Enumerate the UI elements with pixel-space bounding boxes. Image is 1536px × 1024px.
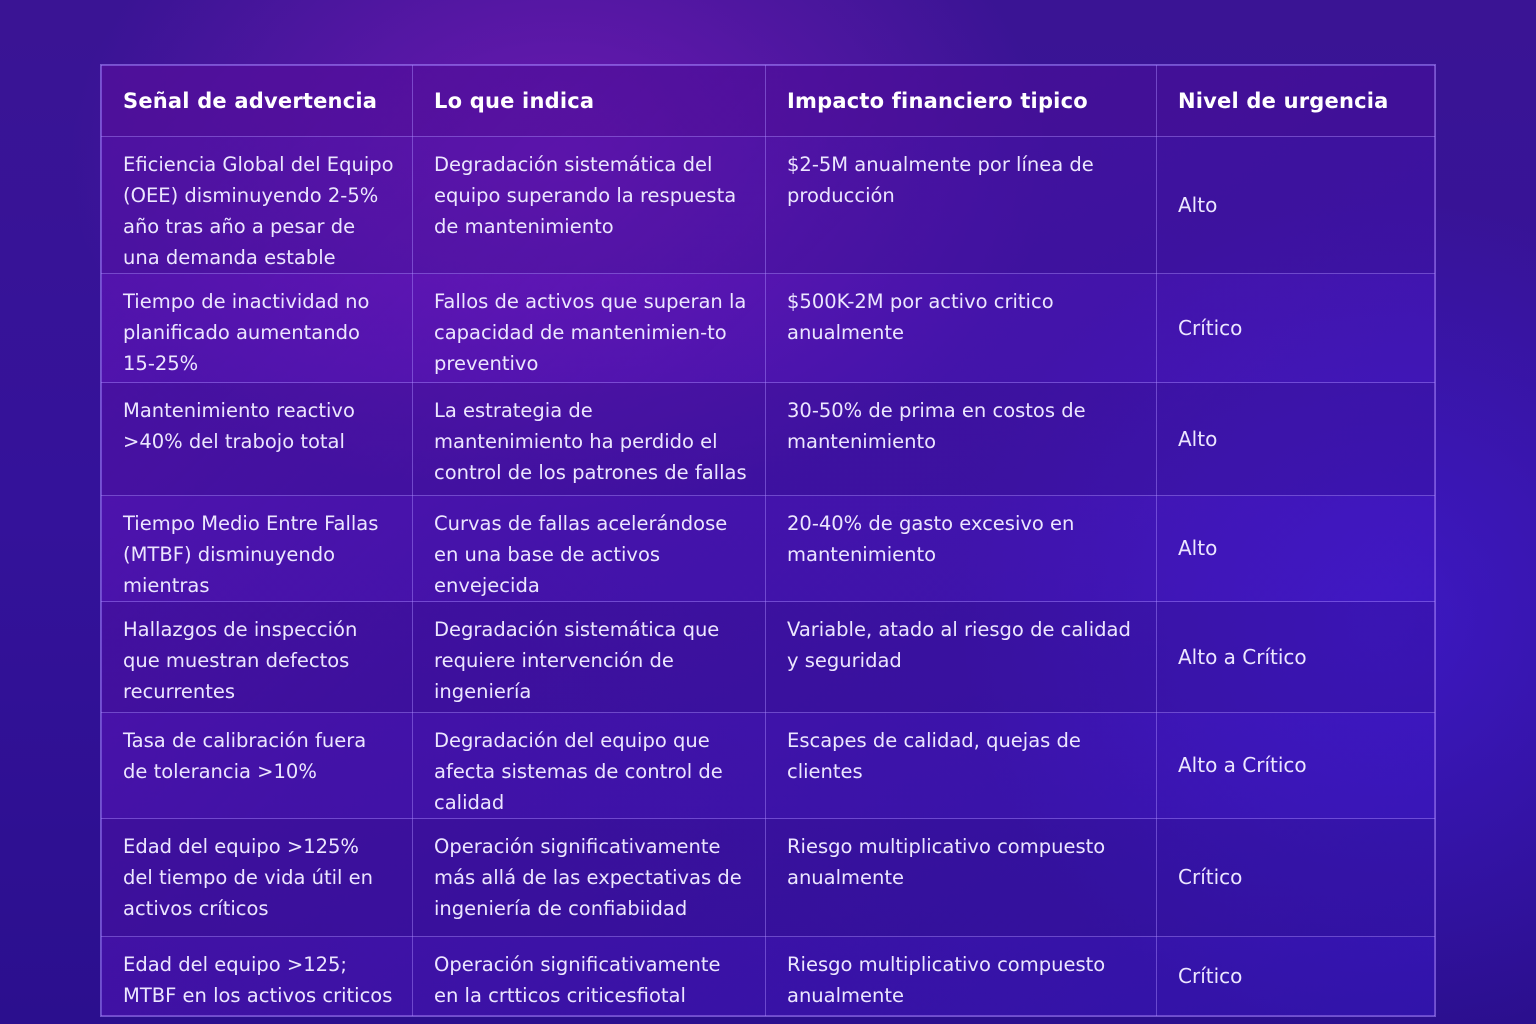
cell-signal: Tasa de calibración fuera de tolerancia …: [101, 712, 413, 819]
cell-urgency: Crítico: [1156, 273, 1435, 383]
cell-indicates: La estrategia de mantenimiento ha perdid…: [412, 382, 766, 496]
cell-urgency: Alto: [1156, 495, 1435, 602]
cell-indicates: Degradación sistemática que requiere int…: [412, 601, 766, 713]
table-row: Edad del equipo >125; MTBF en los activo…: [101, 936, 1435, 1016]
cell-urgency: Crítico: [1156, 818, 1435, 937]
cell-indicates: Curvas de fallas acelerándose en una bas…: [412, 495, 766, 602]
table-row: Tiempo Medio Entre Fallas (MTBF) disminu…: [101, 495, 1435, 602]
header-urgency: Nivel de urgencia: [1156, 65, 1435, 137]
table-row: Tasa de calibración fuera de tolerancia …: [101, 712, 1435, 819]
cell-signal: Tiempo de inactividad no planificado aum…: [101, 273, 413, 383]
cell-indicates: Degradación sistemática del equipo super…: [412, 136, 766, 274]
cell-urgency: Alto a Crítico: [1156, 712, 1435, 819]
cell-signal: Eficiencia Global del Equipo (OEE) dismi…: [101, 136, 413, 274]
table-body: Eficiencia Global del Equipo (OEE) dismi…: [101, 136, 1435, 1016]
cell-impact: Riesgo multiplicativo compuesto anualmen…: [765, 936, 1157, 1016]
header-impact: Impacto financiero tipico: [765, 65, 1157, 137]
table-row: Tiempo de inactividad no planificado aum…: [101, 273, 1435, 383]
cell-indicates: Degradación del equipo que afecta sistem…: [412, 712, 766, 819]
cell-urgency: Alto: [1156, 382, 1435, 496]
cell-impact: 30-50% de prima en costos de mantenimien…: [765, 382, 1157, 496]
header-row: Señal de advertencia Lo que indica Impac…: [101, 65, 1435, 137]
table-row: Eficiencia Global del Equipo (OEE) dismi…: [101, 136, 1435, 274]
header-signal: Señal de advertencia: [101, 65, 413, 137]
cell-signal: Mantenimiento reactivo >40% del trabojo …: [101, 382, 413, 496]
cell-impact: Riesgo multiplicativo compuesto anualmen…: [765, 818, 1157, 937]
cell-indicates: Operación significativamente en la crtti…: [412, 936, 766, 1016]
cell-urgency: Alto: [1156, 136, 1435, 274]
cell-impact: $2-5M anualmente por línea de producción: [765, 136, 1157, 274]
warning-signs-table-container: Señal de advertencia Lo que indica Impac…: [100, 64, 1436, 1017]
cell-indicates: Operación significativamente más allá de…: [412, 818, 766, 937]
cell-signal: Hallazgos de inspección que muestran def…: [101, 601, 413, 713]
table-header: Señal de advertencia Lo que indica Impac…: [101, 65, 1435, 137]
table-row: Hallazgos de inspección que muestran def…: [101, 601, 1435, 713]
cell-signal: Tiempo Medio Entre Fallas (MTBF) disminu…: [101, 495, 413, 602]
header-indicates: Lo que indica: [412, 65, 766, 137]
cell-impact: Variable, atado al riesgo de calidad y s…: [765, 601, 1157, 713]
table-row: Edad del equipo >125% del tiempo de vida…: [101, 818, 1435, 937]
cell-impact: Escapes de calidad, quejas de clientes: [765, 712, 1157, 819]
warning-signs-table: Señal de advertencia Lo que indica Impac…: [100, 64, 1436, 1017]
cell-indicates: Fallos de activos que superan la capacid…: [412, 273, 766, 383]
cell-signal: Edad del equipo >125; MTBF en los activo…: [101, 936, 413, 1016]
cell-urgency: Alto a Crítico: [1156, 601, 1435, 713]
cell-urgency: Crítico: [1156, 936, 1435, 1016]
cell-signal: Edad del equipo >125% del tiempo de vida…: [101, 818, 413, 937]
cell-impact: 20-40% de gasto excesivo en mantenimient…: [765, 495, 1157, 602]
table-row: Mantenimiento reactivo >40% del trabojo …: [101, 382, 1435, 496]
cell-impact: $500K-2M por activo critico anualmente: [765, 273, 1157, 383]
